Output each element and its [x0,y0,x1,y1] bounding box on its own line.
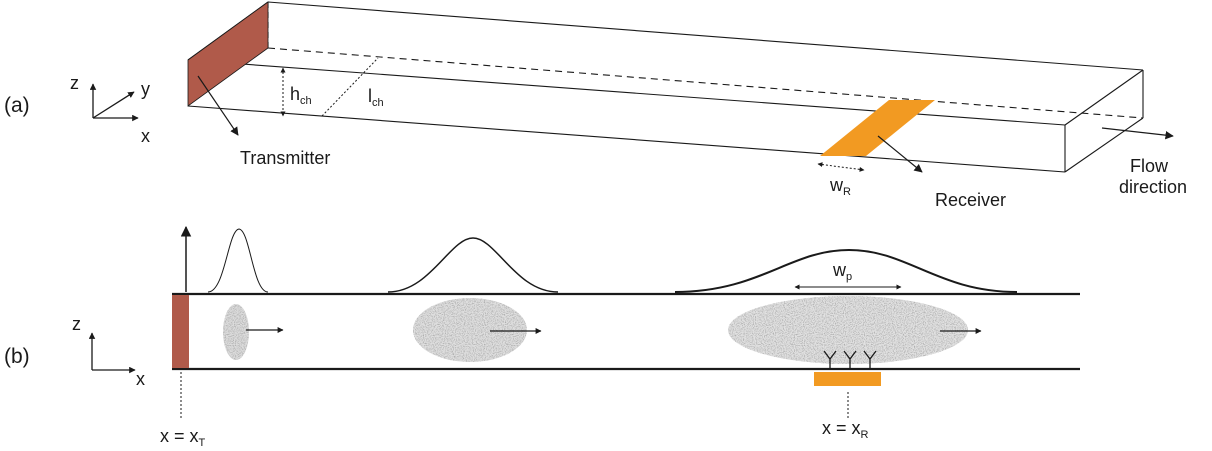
xr-label: x = xR [822,418,869,441]
box-edge [187,59,1066,126]
y-axis-label-a: y [141,79,150,99]
z-axis-label-b: z [72,314,81,334]
axes-triad-a [89,83,139,122]
l-label: lch [368,86,384,109]
panel-b: (b) z x wp [4,225,1080,449]
receptor [863,350,877,368]
receiver-patch [820,100,935,156]
panel-b-tag: (b) [4,345,30,368]
x-axis-label-a: x [141,126,150,146]
particle-cloud-1 [223,304,249,360]
wr-label: wR [829,175,851,198]
transmitter-pointer [197,75,239,136]
xt-label: x = xT [160,426,206,449]
transmitter-plate [187,1,269,107]
h-label: hch [290,84,312,107]
length-dimension [321,57,379,117]
panel-a: (a) z y x hch [4,1,1187,210]
receiver-pointer [877,135,923,173]
box-edge [187,105,1066,173]
particle-cloud-2 [413,298,527,362]
receiver-side [814,372,881,386]
box-edge [1064,117,1144,173]
receiver-width-dimension [817,162,865,172]
concentration-profile-1 [207,228,269,293]
x-axis-label-b: x [136,369,145,389]
flow-direction-arrow [1101,127,1174,140]
particle-cloud-3 [728,296,968,364]
panel-a-tag: (a) [4,94,30,117]
channel-box [187,1,1144,173]
receptor [843,350,857,368]
concentration-profile-2 [387,237,559,293]
receptor [823,350,837,368]
hidden-edge [267,47,1144,119]
wp-label: wp [832,260,852,283]
transmitter-label: Transmitter [240,148,330,168]
y-axis-arrow [92,91,135,119]
flow-label-line1: Flow [1130,156,1169,176]
concentration-profile-3 [674,248,1018,293]
transmitter-side [172,295,189,368]
z-axis-label-a: z [70,73,79,93]
box-edge [267,1,1144,71]
receptors [823,350,877,368]
flow-label-line2: direction [1119,177,1187,197]
receiver-label: Receiver [935,190,1006,210]
box-edge [1064,69,1144,126]
